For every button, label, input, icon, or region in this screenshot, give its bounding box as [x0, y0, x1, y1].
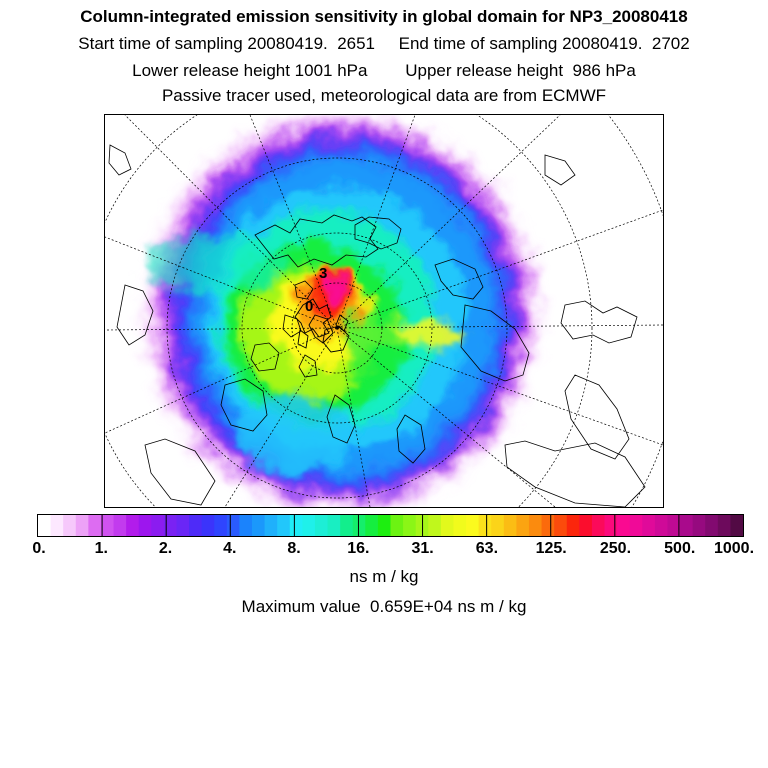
colorbar-swatch: [302, 515, 316, 536]
colorbar-swatch: [264, 515, 278, 536]
colorbar-swatch: [327, 515, 341, 536]
colorbar-swatch: [88, 515, 102, 536]
plot-title: Column-integrated emission sensitivity i…: [80, 7, 688, 26]
colorbar-swatch: [428, 515, 442, 536]
colorbar-swatch: [403, 515, 417, 536]
colorbar-swatch: [352, 515, 366, 536]
colorbar-swatch: [126, 515, 140, 536]
station-cluster: [294, 298, 350, 353]
colorbar: [37, 514, 744, 537]
colorbar-swatch: [390, 515, 404, 536]
colorbar-tick-label: 2.: [158, 540, 173, 557]
colorbar-swatch: [528, 515, 543, 536]
colorbar-swatch: [604, 515, 618, 536]
colorbar-swatch: [75, 515, 89, 536]
colorbar-swatch: [38, 515, 52, 536]
maximum-value-text: Maximum value 0.659E+04 ns m / kg: [241, 597, 527, 616]
colorbar-swatch: [214, 515, 228, 536]
colorbar-swatch: [516, 515, 530, 536]
colorbar-swatch: [226, 515, 240, 536]
colorbar-swatch: [617, 515, 631, 536]
colorbar-swatch: [239, 515, 253, 536]
colorbar-swatch: [201, 515, 215, 536]
colorbar-swatch: [453, 515, 467, 536]
colorbar-swatch: [440, 515, 454, 536]
colorbar-svg: [38, 515, 743, 536]
colorbar-tick-label: 31.: [411, 540, 434, 557]
colorbar-swatch: [63, 515, 77, 536]
colorbar-tick-label: 0.: [32, 540, 46, 557]
colorbar-tick-label: 250.: [599, 540, 632, 557]
sensitivity-map: 3 0: [104, 114, 664, 508]
colorbar-tick-label: 63.: [475, 540, 499, 557]
colorbar-swatch: [730, 515, 743, 536]
colorbar-swatch: [654, 515, 668, 536]
colorbar-swatch: [705, 515, 719, 536]
colorbar-tick-label: 500.: [664, 540, 696, 557]
sensitivity-field: [145, 118, 536, 507]
contour-label-0: 0: [305, 298, 313, 315]
colorbar-swatch: [151, 515, 165, 536]
colorbar-swatch: [491, 515, 505, 536]
colorbar-swatch: [176, 515, 190, 536]
colorbar-swatch: [466, 515, 480, 536]
contour-label-3: 3: [319, 265, 327, 282]
colorbar-swatch: [478, 515, 492, 536]
colorbar-swatch: [189, 515, 203, 536]
colorbar-tick-label: 4.: [223, 540, 237, 557]
colorbar-tick-label: 16.: [347, 540, 370, 557]
colorbar-swatch: [314, 515, 329, 536]
colorbar-units: ns m / kg: [349, 567, 419, 586]
colorbar-swatch: [138, 515, 152, 536]
colorbar-swatch: [667, 515, 681, 536]
colorbar-swatch: [289, 515, 303, 536]
map-grid: [105, 115, 663, 507]
colorbar-swatch: [579, 515, 593, 536]
colorbar-swatch: [717, 515, 731, 536]
colorbar-swatch: [566, 515, 580, 536]
colorbar-swatch: [692, 515, 706, 536]
colorbar-tick-label: 8.: [287, 540, 301, 557]
colorbar-swatch: [629, 515, 643, 536]
colorbar-swatch: [277, 515, 291, 536]
colorbar-swatch: [340, 515, 354, 536]
colorbar-swatch: [163, 515, 177, 536]
colorbar-swatch: [591, 515, 606, 536]
colorbar-swatch: [680, 515, 694, 536]
coastlines: [108, 144, 646, 507]
sampling-time-line: Start time of sampling 20080419. 2651 En…: [78, 34, 690, 53]
tracer-info-line: Passive tracer used, meteorological data…: [161, 86, 607, 105]
map-svg: 3 0: [105, 115, 663, 507]
colorbar-swatch: [365, 515, 379, 536]
colorbar-tick-label: 125.: [535, 540, 567, 557]
colorbar-tick-label: 1.: [94, 540, 108, 557]
colorbar-swatch: [377, 515, 391, 536]
colorbar-swatch: [50, 515, 64, 536]
colorbar-swatch: [100, 515, 115, 536]
colorbar-swatch: [252, 515, 266, 536]
colorbar-swatch: [642, 515, 656, 536]
colorbar-swatch: [541, 515, 555, 536]
release-height-line: Lower release height 1001 hPa Upper rele…: [132, 61, 636, 80]
colorbar-swatch: [113, 515, 127, 536]
colorbar-swatch: [503, 515, 517, 536]
colorbar-tick-label: 1000.: [713, 540, 755, 557]
colorbar-swatch: [554, 515, 568, 536]
